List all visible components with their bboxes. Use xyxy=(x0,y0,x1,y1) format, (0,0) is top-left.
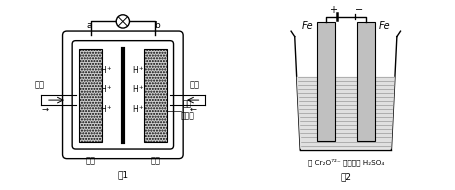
Text: 质子: 质子 xyxy=(183,99,192,108)
Text: 图1: 图1 xyxy=(117,171,128,180)
Text: H$^+$: H$^+$ xyxy=(132,84,145,95)
FancyBboxPatch shape xyxy=(62,31,183,159)
Circle shape xyxy=(116,15,130,28)
Text: Fe: Fe xyxy=(302,21,313,31)
Text: 交换膜: 交换膜 xyxy=(181,111,194,120)
Text: 图2: 图2 xyxy=(340,173,351,182)
Text: Fe: Fe xyxy=(378,21,390,31)
Text: 氢气: 氢气 xyxy=(35,80,45,89)
Text: H$^+$: H$^+$ xyxy=(100,103,113,115)
Bar xyxy=(317,22,335,141)
Text: H$^+$: H$^+$ xyxy=(132,103,145,115)
Bar xyxy=(79,49,102,142)
Text: H$^+$: H$^+$ xyxy=(100,65,113,76)
Text: H$^+$: H$^+$ xyxy=(100,84,113,95)
Text: →: → xyxy=(41,104,49,113)
Text: H$^+$: H$^+$ xyxy=(132,65,145,76)
Text: 正极: 正极 xyxy=(150,157,160,166)
Polygon shape xyxy=(297,77,395,149)
Bar xyxy=(357,22,375,141)
Text: +: + xyxy=(329,5,337,15)
FancyBboxPatch shape xyxy=(72,41,173,149)
Text: 含 Cr₂O⁷²⁻ 废水、稀 H₂SO₄: 含 Cr₂O⁷²⁻ 废水、稀 H₂SO₄ xyxy=(308,159,384,166)
Text: a: a xyxy=(86,21,91,30)
Text: 空气: 空气 xyxy=(190,80,200,89)
Text: 负极: 负极 xyxy=(86,157,96,166)
Text: ←: ← xyxy=(189,104,196,113)
Text: b: b xyxy=(154,21,160,30)
Text: −: − xyxy=(354,5,363,15)
Bar xyxy=(144,49,167,142)
